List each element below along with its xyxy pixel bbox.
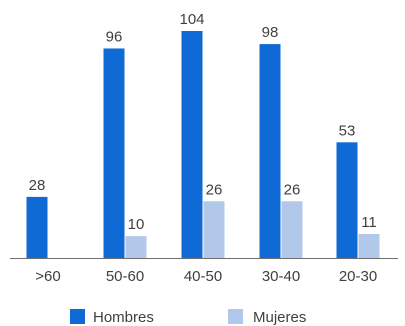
bar-hombres-2 (103, 48, 125, 258)
bar-mujeres-3 (203, 201, 225, 258)
value-label-hombres-3: 104 (179, 11, 204, 28)
bar-hombres-1 (26, 196, 48, 258)
legend-label-hombres: Hombres (93, 309, 154, 326)
x-tick-label-3: 40-50 (184, 268, 222, 285)
bar-mujeres-5 (358, 233, 380, 258)
value-label-mujeres-4: 26 (284, 181, 301, 198)
legend-swatch-mujeres (228, 309, 243, 324)
value-label-mujeres-3: 26 (206, 181, 223, 198)
value-label-hombres-1: 28 (29, 177, 46, 194)
x-tick-label-2: 50-60 (106, 268, 144, 285)
value-label-hombres-4: 98 (262, 24, 279, 41)
bar-hombres-5 (336, 142, 358, 258)
value-label-mujeres-2: 10 (128, 216, 145, 233)
bar-hombres-3 (181, 31, 203, 258)
legend-label-mujeres: Mujeres (253, 309, 306, 326)
x-tick-labels-layer: >60 50-60 40-50 30-40 20-30 (35, 268, 377, 285)
legend-swatch-hombres (70, 309, 85, 324)
x-tick-label-4: 30-40 (262, 268, 300, 285)
value-label-hombres-5: 53 (339, 122, 356, 139)
x-tick-label-1: >60 (35, 268, 60, 285)
bar-mujeres-4 (281, 201, 303, 258)
bars-layer (26, 31, 380, 258)
bar-mujeres-2 (125, 236, 147, 258)
value-labels-layer: 28 96 104 98 53 10 26 26 11 (29, 11, 377, 233)
value-label-mujeres-5: 11 (361, 214, 377, 231)
legend: Hombres Mujeres (70, 309, 306, 326)
x-tick-label-5: 20-30 (339, 268, 377, 285)
bar-hombres-4 (259, 44, 281, 258)
value-label-hombres-2: 96 (106, 28, 123, 45)
